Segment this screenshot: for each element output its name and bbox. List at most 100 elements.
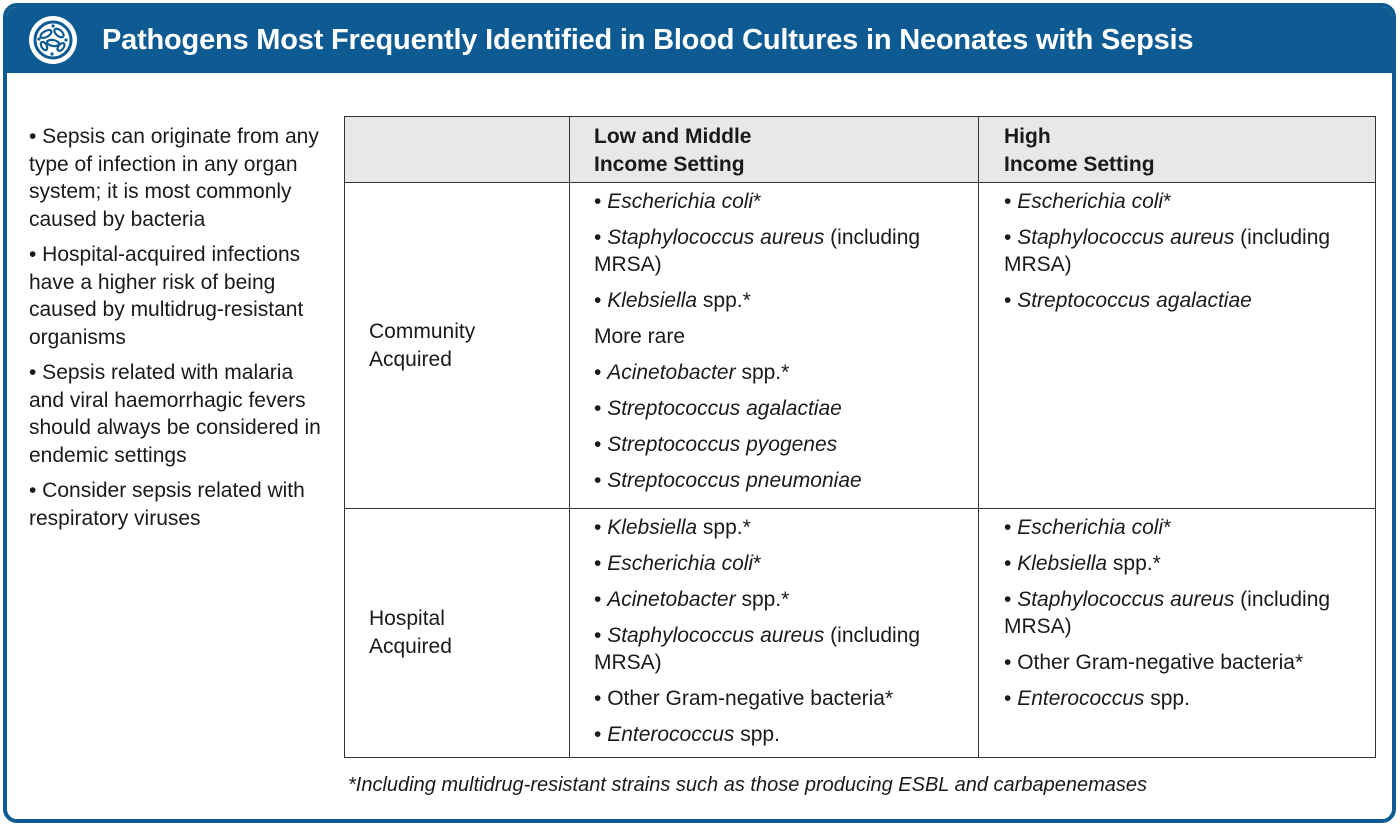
pathogen-item: • Staphylococcus aureus (including MRSA) — [1004, 586, 1363, 640]
bullet: • — [594, 624, 608, 647]
pathogen-list-rare: More rare — [594, 323, 966, 350]
organism-qualifier: * — [753, 190, 762, 213]
pathogen-item: • Acinetobacter spp.* — [594, 359, 966, 386]
column-header-line: Income Setting — [1004, 153, 1155, 176]
bullet: • — [594, 552, 608, 575]
more-rare-label: More rare — [594, 325, 686, 348]
bullet: • — [1004, 651, 1018, 674]
hospital-high-income-cell: • Escherichia coli* • Klebsiella spp.* • S… — [978, 508, 1376, 758]
row-label-line: Hospital — [369, 607, 445, 630]
pathogen-item: • Enterococcus spp. — [1004, 685, 1363, 712]
pathogen-item: • Escherichia coli* — [594, 188, 966, 215]
pathogen-item: • Streptococcus pneumoniae — [594, 467, 966, 494]
organism-name: Staphylococcus aureus — [1017, 226, 1235, 249]
organism-qualifier: (including MRSA) — [1004, 588, 1331, 638]
bullet: • — [594, 397, 608, 420]
key-point: • Hospital-acquired infections have a hi… — [29, 243, 304, 349]
pathogen-item: • Staphylococcus aureus (including MRSA) — [594, 622, 966, 676]
column-header-line: Income Setting — [594, 153, 745, 176]
bullet: • — [594, 687, 608, 710]
pathogen-item: • Streptococcus agalactiae — [594, 395, 966, 422]
bullet: • — [1004, 687, 1018, 710]
organism-name: Escherichia coli — [1017, 516, 1164, 539]
bacteria-icon — [29, 16, 77, 64]
organism-name: Enterococcus — [607, 723, 735, 746]
bullet: • — [594, 588, 608, 611]
organism-name: Escherichia coli — [607, 552, 754, 575]
column-header-lmic: Low and Middle Income Setting — [569, 116, 979, 183]
row-label-community-acquired: Community Acquired — [344, 182, 570, 509]
pathogen-list: • Escherichia coli* • Staphylococcus aure… — [594, 188, 966, 314]
pathogen-item: • Staphylococcus aureus (including MRSA) — [594, 224, 966, 278]
bullet: • — [594, 289, 608, 312]
organism-qualifier: spp. — [1144, 687, 1190, 710]
organism-qualifier: Other Gram-negative bacteria* — [607, 687, 894, 710]
header-corner-cell — [344, 116, 570, 183]
pathogen-item: • Escherichia coli* — [594, 550, 966, 577]
pathogen-item: • Staphylococcus aureus (including MRSA) — [1004, 224, 1363, 278]
key-point: • Consider sepsis related with respirato… — [29, 479, 305, 530]
pathogen-item: • Escherichia coli* — [1004, 188, 1363, 215]
bullet: • — [594, 190, 608, 213]
hospital-lmic-cell: • Klebsiella spp.* • Escherichia coli* • A… — [569, 508, 979, 758]
organism-name: Klebsiella — [607, 289, 698, 312]
header-bar: Pathogens Most Frequently Identified in … — [7, 7, 1392, 73]
page-title: Pathogens Most Frequently Identified in … — [102, 24, 1194, 56]
column-header-high-income: High Income Setting — [978, 116, 1376, 183]
organism-name: Staphylococcus aureus — [1017, 588, 1235, 611]
pathogen-item: • Other Gram-negative bacteria* — [594, 685, 966, 712]
organism-name: Staphylococcus aureus — [607, 226, 825, 249]
row-label-line: Acquired — [369, 347, 452, 371]
bullet: • — [1004, 226, 1018, 249]
key-points-list: • Sepsis can originate from any type of … — [29, 123, 329, 540]
organism-qualifier: (including MRSA) — [1004, 226, 1331, 276]
table-row-community-acquired: Community Acquired • Escherichia coli* • … — [344, 182, 1376, 509]
organism-name: Escherichia coli — [607, 190, 754, 213]
organism-qualifier: Other Gram-negative bacteria* — [1017, 651, 1304, 674]
organism-qualifier: spp.* — [735, 361, 790, 384]
organism-qualifier: * — [1163, 516, 1172, 539]
organism-name: Escherichia coli — [1017, 190, 1164, 213]
bullet: • — [594, 723, 608, 746]
organism-name: Streptococcus agalactiae — [607, 397, 842, 420]
pathogen-item: • Enterococcus spp. — [594, 721, 966, 748]
organism-qualifier: spp. — [734, 723, 780, 746]
community-lmic-cell: • Escherichia coli* • Staphylococcus aure… — [569, 182, 979, 509]
pathogen-item: • Klebsiella spp.* — [594, 287, 966, 314]
bullet: • — [594, 516, 608, 539]
organism-qualifier: spp.* — [1107, 552, 1161, 575]
row-label-line: Community — [369, 319, 476, 343]
bullet: • — [1004, 552, 1018, 575]
bullet: • — [1004, 588, 1018, 611]
key-point: • Sepsis can originate from any type of … — [29, 125, 319, 231]
organism-qualifier: * — [753, 552, 762, 575]
community-high-income-cell: • Escherichia coli* • Staphylococcus aure… — [978, 182, 1376, 509]
column-header-line: Low and Middle — [594, 125, 752, 148]
pathogen-list: • Klebsiella spp.* • Escherichia coli* • A… — [594, 514, 966, 748]
organism-name: Streptococcus pneumoniae — [607, 469, 862, 492]
pathogen-item: • Streptococcus pyogenes — [594, 431, 966, 458]
pathogen-list: • Escherichia coli* • Klebsiella spp.* • S… — [1004, 514, 1363, 712]
bullet: • — [1004, 516, 1018, 539]
organism-name: Streptococcus pyogenes — [607, 433, 838, 456]
organism-name: Klebsiella — [607, 516, 698, 539]
organism-name: Streptococcus agalactiae — [1017, 289, 1252, 312]
footnote: *Including multidrug-resistant strains s… — [348, 774, 1147, 796]
infographic-frame: Pathogens Most Frequently Identified in … — [3, 3, 1396, 823]
pathogen-item: • Escherichia coli* — [1004, 514, 1363, 541]
pathogen-item: • Klebsiella spp.* — [1004, 550, 1363, 577]
table-header-row: Low and Middle Income Setting High Incom… — [344, 116, 1376, 183]
organism-name: Enterococcus — [1017, 687, 1145, 710]
bullet: • — [594, 469, 608, 492]
bullet: • — [594, 226, 608, 249]
pathogen-item: • Klebsiella spp.* — [594, 514, 966, 541]
pathogen-item: • Other Gram-negative bacteria* — [1004, 649, 1363, 676]
organism-qualifier: spp.* — [697, 289, 751, 312]
organism-qualifier: * — [1163, 190, 1172, 213]
bullet: • — [1004, 289, 1018, 312]
organism-name: Staphylococcus aureus — [607, 624, 825, 647]
pathogen-list: • Acinetobacter spp.* • Streptococcus aga… — [594, 359, 966, 494]
organism-name: Acinetobacter — [607, 588, 736, 611]
organism-name: Klebsiella — [1017, 552, 1108, 575]
key-point: • Sepsis related with malaria and viral … — [29, 361, 321, 467]
